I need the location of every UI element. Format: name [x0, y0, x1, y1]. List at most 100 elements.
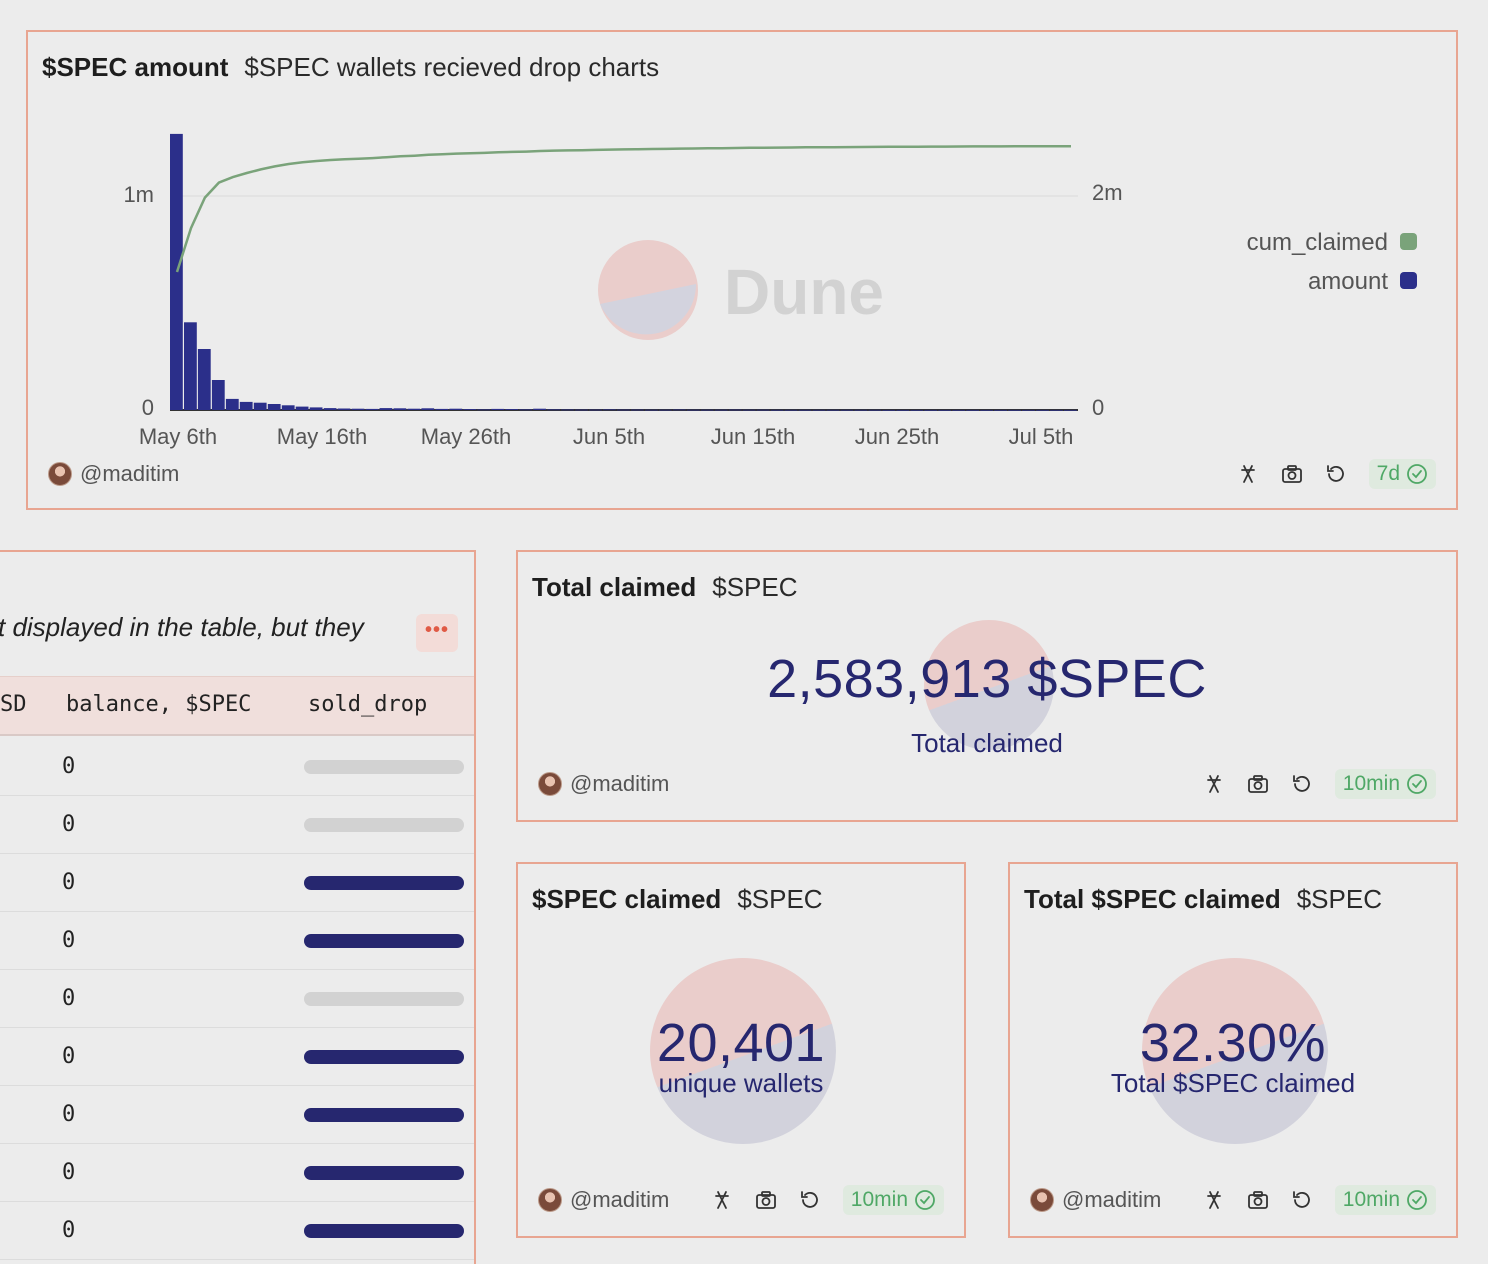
- amount-bar[interactable]: [421, 408, 435, 410]
- table-row[interactable]: 0: [0, 796, 474, 854]
- amount-bar[interactable]: [617, 409, 630, 411]
- camera-icon[interactable]: [1247, 1189, 1269, 1211]
- amount-bar[interactable]: [1022, 409, 1035, 411]
- amount-bar[interactable]: [491, 408, 505, 410]
- author[interactable]: @maditim: [1030, 1187, 1161, 1213]
- amount-bar[interactable]: [267, 404, 281, 410]
- amount-bar[interactable]: [714, 409, 728, 411]
- amount-bar[interactable]: [672, 409, 686, 411]
- table-row[interactable]: 0: [0, 1086, 474, 1144]
- amount-bar[interactable]: [700, 409, 714, 411]
- amount-bar[interactable]: [882, 409, 896, 411]
- amount-bar[interactable]: [519, 409, 532, 411]
- amount-bar[interactable]: [658, 409, 672, 411]
- amount-bar[interactable]: [1008, 409, 1021, 411]
- amount-bar[interactable]: [197, 349, 211, 410]
- more-options-button[interactable]: •••: [416, 614, 458, 652]
- amount-bar[interactable]: [561, 409, 574, 411]
- amount-bar[interactable]: [253, 402, 267, 410]
- amount-bar[interactable]: [435, 408, 449, 410]
- amount-bar[interactable]: [603, 409, 616, 411]
- amount-bar[interactable]: [589, 409, 602, 411]
- fork-icon[interactable]: [1203, 1189, 1225, 1211]
- amount-bar[interactable]: [393, 408, 407, 410]
- amount-bar[interactable]: [379, 408, 393, 410]
- table-row[interactable]: 0: [0, 738, 474, 796]
- amount-bar[interactable]: [1064, 409, 1077, 411]
- author[interactable]: @maditim: [538, 771, 669, 797]
- amount-bar[interactable]: [910, 409, 924, 411]
- refresh-badge[interactable]: 10min: [1334, 1185, 1436, 1215]
- amount-bar[interactable]: [309, 407, 323, 410]
- legend-cum-claimed[interactable]: cum_claimed: [1247, 229, 1388, 256]
- amount-bar[interactable]: [170, 133, 183, 410]
- amount-bar[interactable]: [798, 409, 812, 411]
- table-row[interactable]: 0: [0, 970, 474, 1028]
- amount-bar[interactable]: [686, 409, 700, 411]
- author[interactable]: @maditim: [48, 461, 179, 487]
- refresh-icon[interactable]: [1291, 773, 1313, 795]
- amount-bar[interactable]: [826, 409, 840, 411]
- amount-bar[interactable]: [868, 409, 882, 411]
- refresh-badge[interactable]: 7d: [1368, 459, 1436, 489]
- refresh-icon[interactable]: [1325, 463, 1347, 485]
- amount-bar[interactable]: [239, 401, 253, 410]
- amount-bar[interactable]: [924, 409, 938, 411]
- amount-bar[interactable]: [980, 409, 993, 411]
- column-header-sold-drop[interactable]: sold_drop: [308, 692, 428, 717]
- amount-bar[interactable]: [645, 409, 658, 411]
- refresh-badge[interactable]: 10min: [1334, 769, 1436, 799]
- table-row[interactable]: 0: [0, 1202, 474, 1260]
- amount-bar[interactable]: [295, 406, 309, 410]
- amount-bar[interactable]: [463, 409, 477, 410]
- column-header-sd[interactable]: SD: [0, 692, 27, 717]
- amount-bar[interactable]: [742, 409, 756, 411]
- amount-bar[interactable]: [994, 409, 1007, 411]
- amount-bar[interactable]: [184, 322, 197, 410]
- amount-bar[interactable]: [225, 398, 239, 410]
- camera-icon[interactable]: [1281, 463, 1303, 485]
- amount-bar[interactable]: [756, 409, 770, 411]
- amount-bar[interactable]: [323, 408, 337, 410]
- table-row[interactable]: 0: [0, 854, 474, 912]
- table-row[interactable]: 0: [0, 1144, 474, 1202]
- fork-icon[interactable]: [1237, 463, 1259, 485]
- amount-bar[interactable]: [631, 409, 644, 411]
- table-row[interactable]: 0: [0, 1028, 474, 1086]
- refresh-icon[interactable]: [799, 1189, 821, 1211]
- amount-bar[interactable]: [728, 409, 742, 411]
- fork-icon[interactable]: [711, 1189, 733, 1211]
- amount-bar[interactable]: [575, 409, 588, 411]
- amount-bar[interactable]: [784, 409, 798, 411]
- column-header-balance[interactable]: balance, $SPEC: [66, 692, 252, 717]
- legend-amount[interactable]: amount: [1308, 268, 1388, 295]
- amount-bar[interactable]: [966, 409, 979, 411]
- amount-bar[interactable]: [952, 409, 966, 411]
- amount-bar[interactable]: [840, 409, 854, 411]
- author[interactable]: @maditim: [538, 1187, 669, 1213]
- amount-bar[interactable]: [896, 409, 910, 411]
- amount-bar[interactable]: [854, 409, 868, 411]
- amount-bar[interactable]: [211, 380, 225, 410]
- amount-bar[interactable]: [938, 409, 952, 411]
- table-row[interactable]: 0: [0, 912, 474, 970]
- camera-icon[interactable]: [755, 1189, 777, 1211]
- amount-bar[interactable]: [365, 408, 379, 410]
- amount-bar[interactable]: [449, 408, 463, 410]
- amount-bar[interactable]: [533, 408, 546, 410]
- amount-bar[interactable]: [407, 408, 421, 410]
- amount-bar[interactable]: [770, 409, 784, 411]
- refresh-icon[interactable]: [1291, 1189, 1313, 1211]
- fork-icon[interactable]: [1203, 773, 1225, 795]
- amount-bar[interactable]: [812, 409, 826, 411]
- amount-bar[interactable]: [505, 409, 519, 410]
- refresh-badge[interactable]: 10min: [842, 1185, 944, 1215]
- amount-bar[interactable]: [547, 409, 560, 411]
- amount-bar[interactable]: [337, 408, 351, 411]
- amount-bar[interactable]: [1036, 409, 1049, 411]
- amount-bar[interactable]: [1050, 409, 1063, 411]
- amount-bar[interactable]: [351, 408, 365, 410]
- amount-bar[interactable]: [281, 405, 295, 410]
- amount-bar[interactable]: [477, 409, 491, 411]
- camera-icon[interactable]: [1247, 773, 1269, 795]
